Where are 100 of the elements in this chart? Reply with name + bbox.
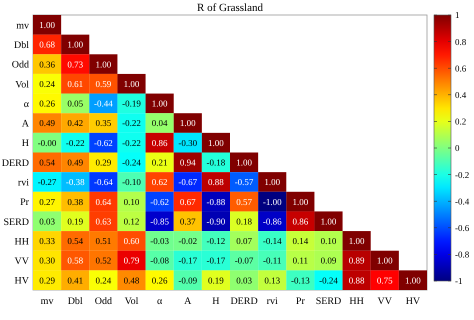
x-tick-label: mv (40, 296, 54, 307)
data-label: 1.00 (95, 59, 112, 70)
data-label: 1.00 (180, 118, 196, 128)
data-label: -0.67 (178, 177, 198, 188)
data-label: -0.12 (206, 236, 226, 246)
data-label: 0.26 (152, 275, 168, 286)
data-label: 0.10 (124, 196, 140, 207)
data-label: 1.00 (292, 196, 309, 207)
x-tick-label: A (184, 296, 192, 307)
data-label: -0.19 (122, 98, 142, 109)
y-tick-label: VV (14, 256, 30, 268)
x-tick-label: HH (349, 296, 364, 307)
x-tick-label: SERD (316, 296, 342, 307)
data-label: -1.00 (262, 196, 282, 207)
chart-title: R of Grassland (197, 2, 264, 14)
data-label: 0.30 (39, 256, 56, 266)
data-label: 0.49 (39, 118, 56, 128)
data-label: -0.57 (234, 177, 254, 188)
data-label: -0.22 (66, 138, 85, 148)
data-label: 0.86 (292, 216, 309, 226)
data-label: 0.86 (152, 138, 168, 148)
color-bar-label: 0.4 (455, 90, 467, 100)
x-tick-label: DERD (230, 296, 258, 307)
data-label: 0.05 (67, 98, 84, 109)
x-tick-label: α (157, 296, 164, 307)
data-label: 0.48 (124, 275, 140, 286)
x-tick-label: Vol (124, 296, 139, 307)
data-label: 0.12 (124, 216, 140, 226)
color-bar-label: -0.4 (455, 196, 470, 206)
data-label: -0.11 (263, 256, 282, 266)
data-label: -0.07 (234, 256, 254, 266)
y-tick-label: HH (14, 236, 29, 248)
data-label: -0.18 (206, 157, 226, 168)
x-tick-label: Dbl (68, 296, 83, 307)
x-tick-label: Odd (94, 296, 112, 307)
x-tick-label: VV (378, 296, 393, 307)
data-label: 0.37 (180, 216, 196, 226)
data-label: 0.59 (95, 78, 112, 89)
y-tick-label: Odd (12, 60, 29, 71)
data-label: 1.00 (152, 98, 168, 109)
data-label: 0.52 (95, 256, 112, 266)
x-tick-label: H (212, 296, 220, 307)
x-tick-label: Pr (296, 296, 306, 307)
color-bar-label: -0.6 (455, 222, 470, 233)
y-tick-label: SERD (3, 216, 29, 228)
data-label: 0.88 (348, 275, 366, 286)
data-label: 0.04 (152, 118, 168, 128)
data-label: -0.85 (150, 216, 170, 226)
color-bar-label: -0.2 (455, 170, 470, 180)
data-label: -0.17 (206, 256, 226, 266)
data-label: -0.62 (150, 196, 170, 207)
data-label: -0.14 (262, 236, 282, 246)
data-label: 0.10 (320, 236, 337, 246)
data-label: 0.94 (180, 157, 196, 168)
data-label: 0.67 (180, 196, 196, 207)
data-label: 0.54 (39, 157, 56, 168)
color-bar-label: 0.6 (455, 63, 467, 74)
data-label: 0.41 (67, 275, 84, 286)
data-label: 0.21 (152, 157, 168, 168)
data-label: 1.00 (264, 177, 281, 188)
data-label: -0.22 (122, 118, 141, 128)
data-label: 0.79 (124, 256, 140, 266)
data-label: 0.42 (67, 118, 84, 128)
y-tick-label: rvi (18, 177, 30, 188)
color-bar-label: 0.2 (455, 116, 466, 127)
data-label: -0.88 (206, 196, 226, 207)
y-tick-label: DERD (2, 158, 29, 169)
data-label: -0.17 (178, 256, 198, 266)
data-label: 0.26 (39, 98, 56, 109)
data-label: -0.64 (94, 177, 114, 188)
data-label: -0.44 (94, 98, 114, 109)
data-label: 1.00 (405, 275, 422, 286)
data-label: 1.00 (39, 20, 56, 30)
data-label: 0.35 (95, 118, 112, 128)
data-label: 0.58 (67, 256, 84, 266)
color-bar-label: 1 (455, 10, 460, 20)
data-label: 0.61 (67, 78, 84, 89)
data-label: 0.24 (95, 275, 112, 286)
y-tick-label: Dbl (14, 40, 30, 51)
data-label: 0.29 (95, 157, 112, 168)
y-tick-label: H (22, 138, 29, 150)
data-label: 0.27 (39, 196, 56, 207)
data-label: 0.64 (95, 196, 112, 207)
data-label: 0.54 (67, 236, 84, 246)
data-label: -0.24 (122, 157, 142, 168)
data-label: 0.09 (320, 256, 337, 266)
data-label: -0.00 (38, 138, 57, 148)
data-label: -0.10 (122, 177, 142, 188)
data-label: 0.49 (67, 157, 84, 168)
data-label: 0.63 (95, 216, 112, 226)
data-label: 0.88 (208, 177, 224, 188)
data-label: -0.22 (122, 138, 141, 148)
y-tick-label: A (22, 118, 30, 130)
y-tick-label: Pr (20, 197, 30, 208)
data-label: 0.68 (39, 40, 56, 50)
data-label: 0.57 (236, 196, 252, 207)
data-label: 1.00 (67, 40, 84, 50)
y-tick-label: HV (14, 276, 30, 287)
data-label: 0.19 (208, 275, 224, 286)
data-label: 1.00 (236, 157, 252, 168)
